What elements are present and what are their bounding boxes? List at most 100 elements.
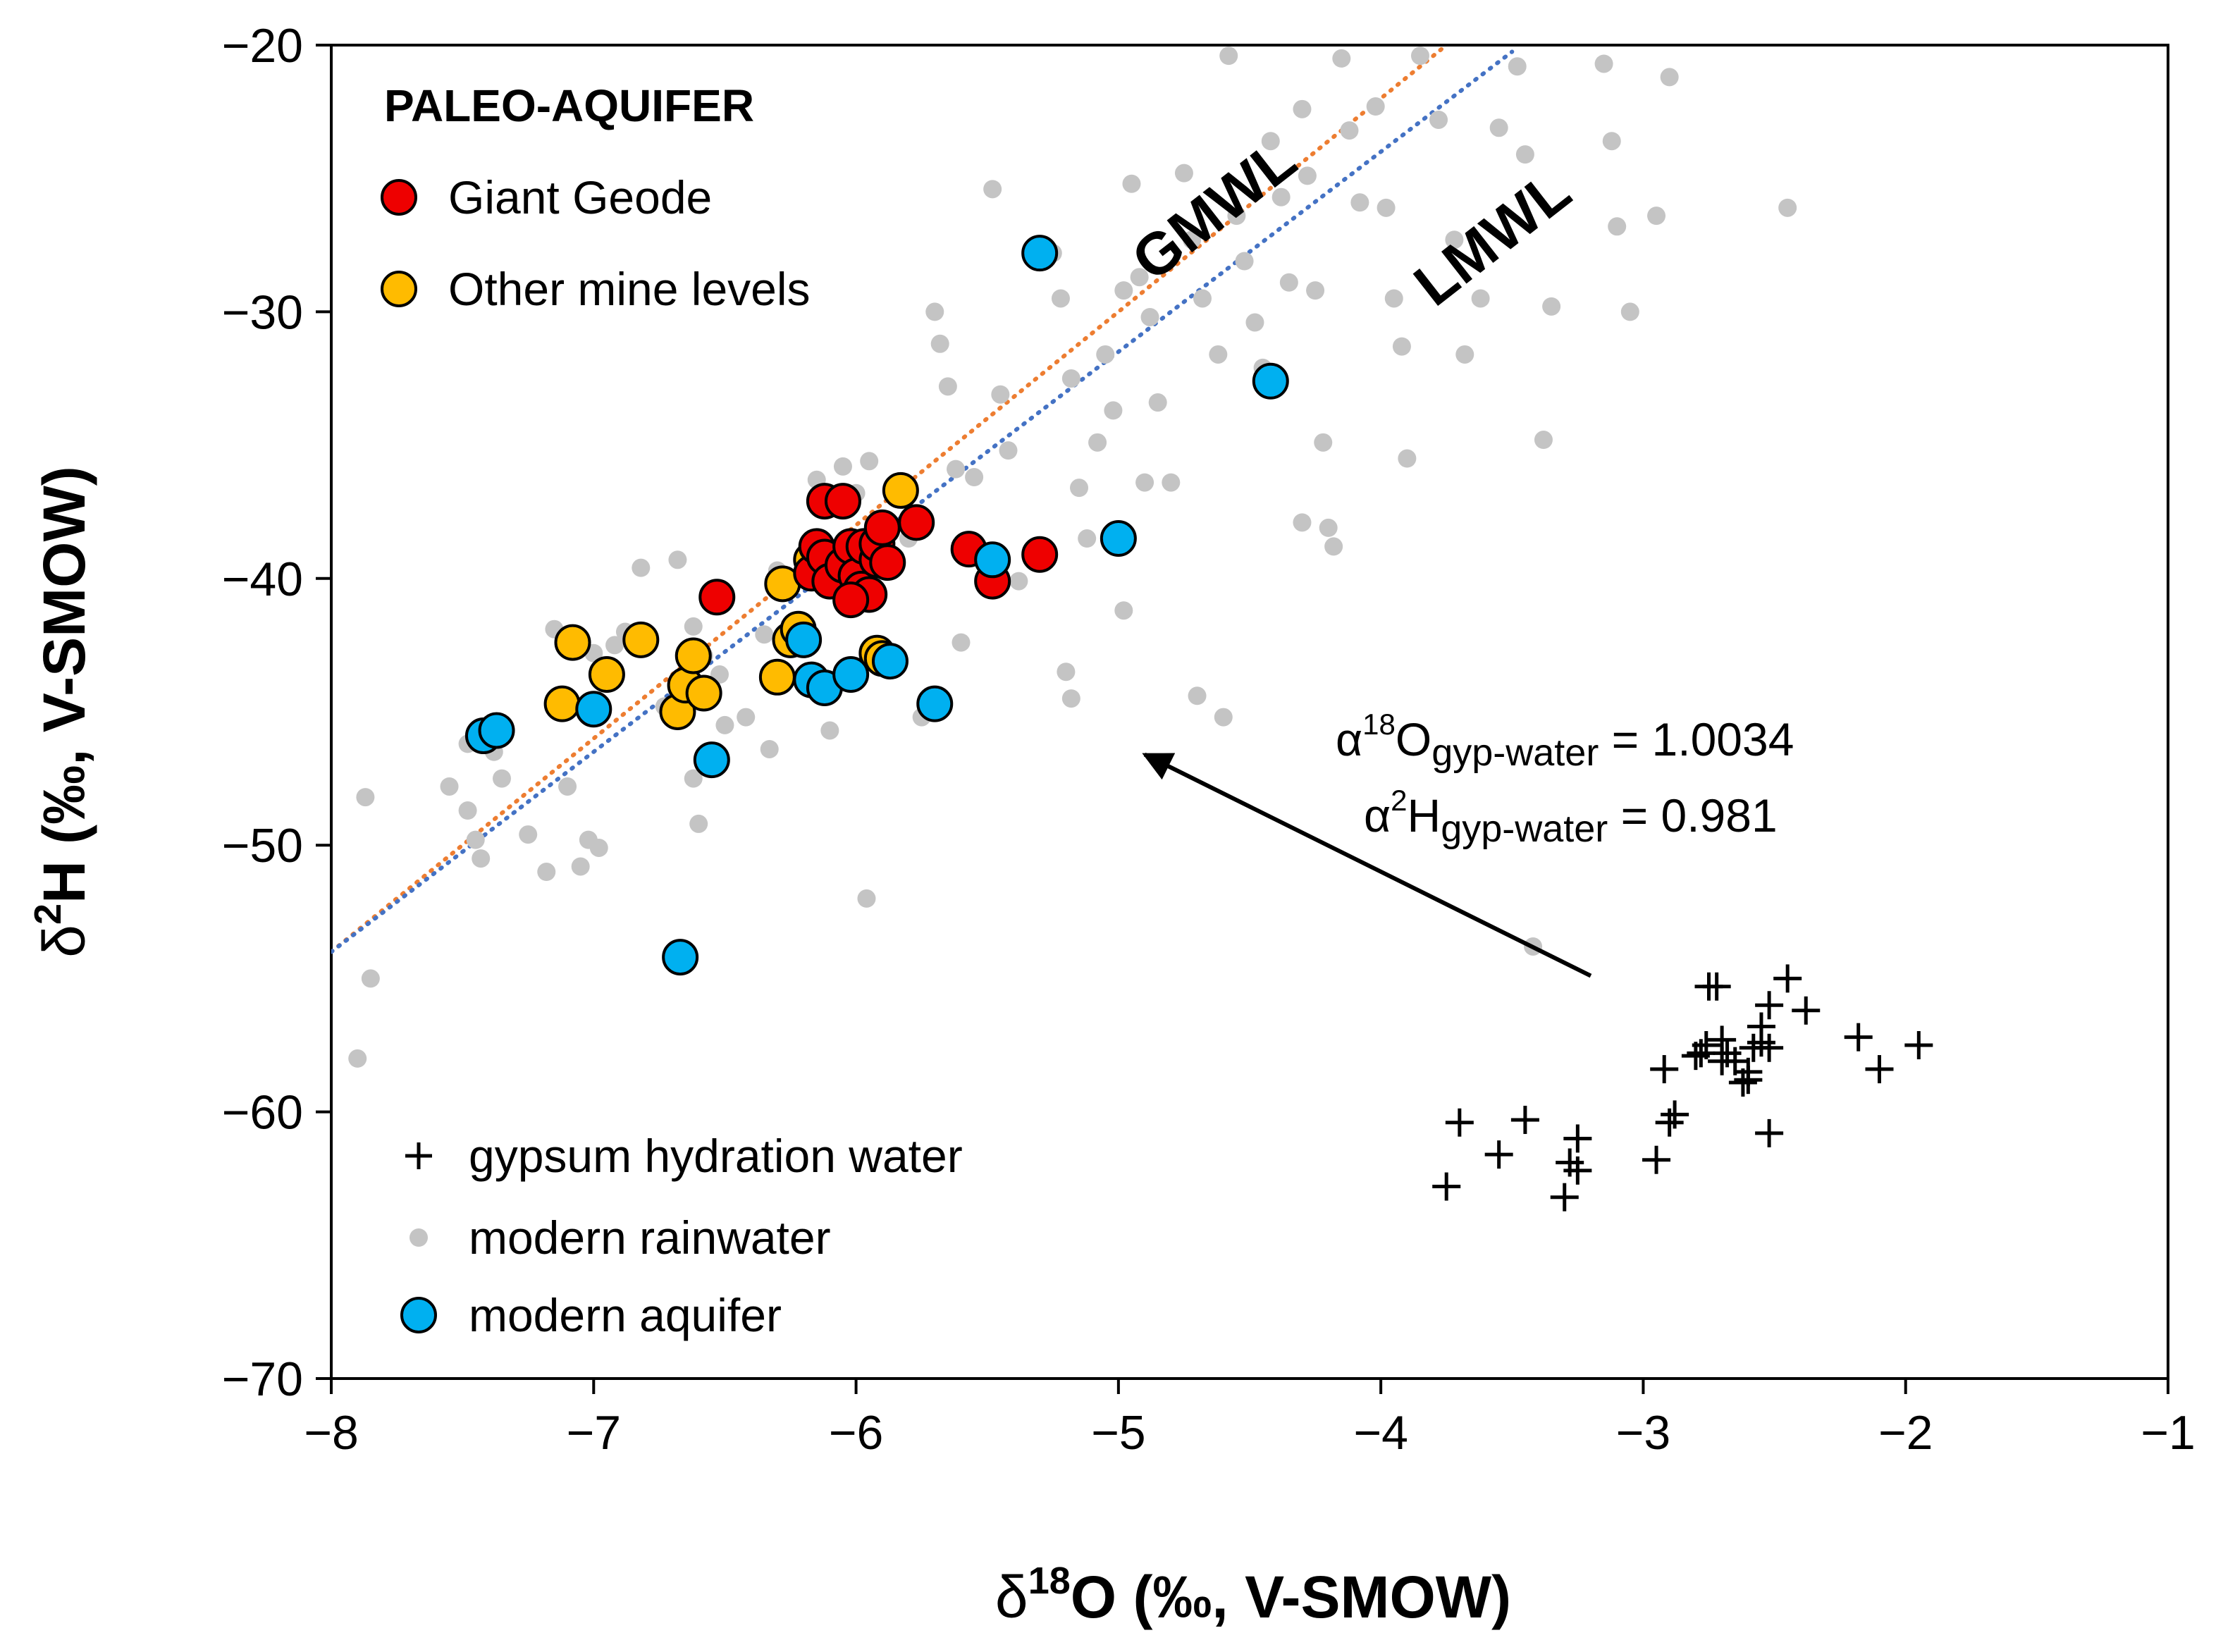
rainwater-point [1227,207,1246,226]
legend-top: PALEO-AQUIFER Giant Geode Other mine lev… [381,80,811,315]
rainwater-point [684,617,703,636]
rainwater-point [632,558,651,577]
rainwater-point [1489,118,1508,137]
modern-aquifer-point [1100,520,1137,557]
rainwater-point [466,830,485,849]
rainwater-point [492,769,511,788]
reference-lines [331,45,1515,954]
rainwater-point [715,715,734,734]
rainwater-point [938,377,957,396]
y-tick-label: −50 [222,819,303,873]
gmwl-line [331,45,1449,954]
rainwater-point [925,302,944,321]
other-mine-level-point [675,637,712,674]
rainwater-point [1515,145,1534,164]
gypsum-point [1755,991,1784,1020]
rainwater-point [1051,289,1070,308]
rainwater-point [1384,289,1403,308]
gypsum-point [1650,1055,1679,1084]
gypsum-point [1713,1039,1742,1068]
rainwater-point [1293,99,1312,118]
rainwater-point [668,550,687,569]
rainwater-point [1057,662,1076,682]
rainwater-point [1660,68,1679,87]
rainwater-point [1778,198,1797,217]
x-tick-label: −8 [304,1406,359,1460]
rainwater-point [1148,393,1167,412]
alpha-oxygen-sup: 18 [1362,708,1396,741]
rainwater-point [440,777,459,796]
legend-title: PALEO-AQUIFER [384,80,754,131]
modern-aquifer-point [1021,235,1059,272]
lmwl-label: LMWL [1402,157,1582,319]
x-title-main: O (‰, V-SMOW) [1071,1564,1511,1630]
legend-aquifer-label: modern aquifer [469,1289,782,1341]
rainwater-point [1245,313,1264,332]
annotation-arrow [1142,752,1592,978]
modern-aquifer-point [974,541,1011,579]
other-mine-level-point [588,656,625,694]
rainwater-point [930,334,949,353]
alpha-hydrogen-value: = 0.981 [1608,789,1777,842]
rainwater-point [1096,345,1115,364]
alpha-hydrogen-sub: gyp-water [1441,808,1608,850]
rainwater-point [689,814,708,833]
rainwater-point [1078,529,1097,548]
giant-geode-point [898,504,935,541]
y-tick-label: −20 [222,19,303,73]
gypsum-point [1702,972,1731,1001]
modern-aquifer-points [464,235,1289,976]
x-tick-label: −6 [829,1406,884,1460]
rainwater-point [1398,449,1417,468]
giant-geode-point [824,483,861,520]
x-tick-label: −1 [2141,1406,2196,1460]
rainwater-point [1114,281,1133,300]
rainwater-point [952,633,971,652]
gypsum-point [1773,964,1802,993]
rainwater-point [1214,708,1233,727]
other-mine-level-point [622,621,660,658]
rainwater-point [1183,230,1202,249]
rainwater-point [737,708,756,727]
giant-geode-point [863,509,901,546]
other-mine-level-point [758,658,796,696]
rainwater-point [1279,273,1298,292]
y-axis: −20 −30 −40 −50 −60 −70 [222,19,331,1406]
rainwater-point [1135,473,1154,492]
gypsum-point [1792,996,1821,1025]
rainwater-point [1088,433,1107,452]
rainwater-point [1542,297,1561,316]
legend-bottom: gypsum hydration water modern rainwater … [400,1130,963,1341]
rainwater-point [1219,47,1238,66]
rainwater-point [1009,572,1028,591]
gypsum-point [1734,1066,1763,1095]
giant-geode-point [698,579,736,616]
alpha-hydrogen-text: α2Hgyp-water = 0.981 [1364,784,1778,850]
rainwater-point [356,788,375,807]
legend-aquifer-marker [400,1297,437,1333]
rainwater-point [1608,217,1627,236]
rainwater-point [1140,307,1159,326]
rainwater-point [1114,601,1133,620]
rainwater-point [472,849,491,868]
gypsum-point [1692,1031,1720,1059]
gypsum-point [1556,1148,1584,1177]
rainwater-point [519,825,538,844]
legend-other-levels-label: Other mine levels [448,263,811,315]
gypsum-point [1844,1023,1873,1052]
modern-aquifer-point [785,621,823,658]
rainwater-point [1647,207,1666,226]
rainwater-point [1377,198,1396,217]
gmwl-label: GMWL [1119,125,1307,293]
fractionation-annotation: α18Ogyp-water = 1.0034 α2Hgyp-water = 0.… [1142,708,1794,978]
x-title-sup: 18 [1028,1560,1071,1602]
giant-geode-point [869,544,906,581]
rainwater-point [1235,252,1254,271]
rainwater-point [1193,289,1212,308]
rainwater-point [1620,302,1639,321]
rainwater-point [1594,54,1613,73]
other-mine-level-point [882,471,919,509]
gypsum-point [1445,1108,1474,1137]
rainwater-point [947,460,966,479]
